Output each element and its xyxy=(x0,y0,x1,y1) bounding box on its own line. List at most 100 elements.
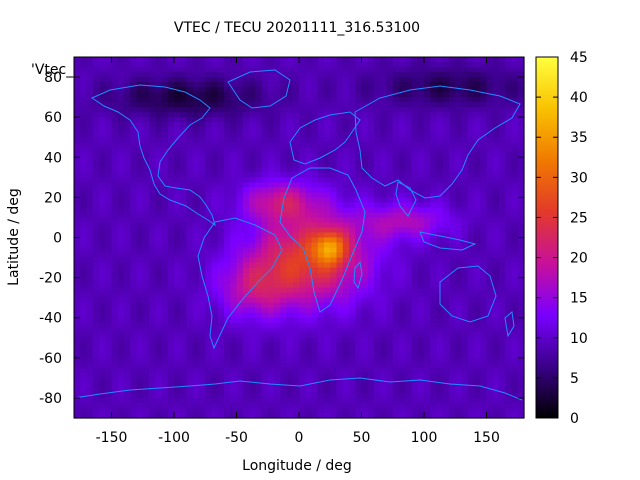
heatmap-cell xyxy=(455,252,463,259)
heatmap-cell xyxy=(274,367,281,374)
heatmap-cell xyxy=(142,87,150,93)
heatmap-cell xyxy=(130,297,138,304)
heatmap-cell xyxy=(236,322,244,329)
heatmap-cell xyxy=(80,312,88,319)
heatmap-cell xyxy=(324,312,331,319)
heatmap-cell xyxy=(224,297,231,304)
heatmap-cell xyxy=(474,257,481,264)
heatmap-cell xyxy=(342,257,350,264)
heatmap-cell xyxy=(199,247,206,254)
heatmap-cell xyxy=(317,352,325,359)
heatmap-cell xyxy=(461,87,469,93)
heatmap-cell xyxy=(299,332,306,339)
heatmap-cell xyxy=(492,362,500,369)
heatmap-cell xyxy=(399,187,406,193)
heatmap-cell xyxy=(155,117,163,123)
heatmap-cell xyxy=(130,307,138,314)
heatmap-cell xyxy=(430,262,438,269)
heatmap-cell xyxy=(355,82,363,88)
heatmap-cell xyxy=(217,262,225,269)
heatmap-cell xyxy=(99,82,106,88)
heatmap-cell xyxy=(355,397,363,404)
heatmap-cell xyxy=(224,337,231,344)
heatmap-cell xyxy=(292,322,300,329)
heatmap-cell xyxy=(74,62,81,68)
heatmap-cell xyxy=(299,202,306,209)
heatmap-cell xyxy=(211,142,219,148)
heatmap-cell xyxy=(242,77,250,83)
heatmap-cell xyxy=(455,72,463,78)
heatmap-cell xyxy=(311,252,319,259)
heatmap-cell xyxy=(286,57,294,63)
heatmap-cell xyxy=(361,377,369,384)
heatmap-cell xyxy=(442,347,450,354)
heatmap-cell xyxy=(274,327,281,334)
heatmap-cell xyxy=(292,62,300,68)
heatmap-cell xyxy=(136,207,144,214)
heatmap-cell xyxy=(499,97,506,103)
heatmap-cell xyxy=(80,267,88,274)
heatmap-cell xyxy=(511,82,519,88)
heatmap-cell xyxy=(174,357,181,364)
heatmap-cell xyxy=(374,172,381,178)
heatmap-cell xyxy=(455,137,463,143)
heatmap-cell xyxy=(117,222,125,229)
heatmap-cell xyxy=(292,77,300,83)
heatmap-cell xyxy=(417,302,425,309)
heatmap-cell xyxy=(80,92,88,98)
heatmap-cell xyxy=(242,262,250,269)
heatmap-cell xyxy=(380,122,388,128)
heatmap-cell xyxy=(111,202,119,209)
heatmap-cell xyxy=(399,162,406,168)
heatmap-cell xyxy=(111,377,119,384)
heatmap-cell xyxy=(105,97,113,103)
heatmap-cell xyxy=(380,357,388,364)
heatmap-cell xyxy=(130,262,138,269)
heatmap-cell xyxy=(155,382,163,389)
heatmap-cell xyxy=(124,382,131,389)
heatmap-cell xyxy=(142,137,150,143)
heatmap-cell xyxy=(411,152,419,158)
heatmap-cell xyxy=(411,172,419,178)
heatmap-cell xyxy=(242,207,250,214)
heatmap-cell xyxy=(374,157,381,163)
heatmap-cell xyxy=(392,117,400,123)
heatmap-cell xyxy=(74,267,81,274)
heatmap-cell xyxy=(317,142,325,148)
heatmap-cell xyxy=(380,277,388,284)
heatmap-cell xyxy=(167,267,175,274)
heatmap-cell xyxy=(174,92,181,98)
heatmap-cell xyxy=(405,122,413,128)
heatmap-cell xyxy=(286,397,294,404)
heatmap-cell xyxy=(124,187,131,193)
heatmap-cell xyxy=(255,122,263,128)
heatmap-cell xyxy=(461,217,469,224)
heatmap-cell xyxy=(261,277,269,284)
heatmap-cell xyxy=(361,242,369,249)
heatmap-cell xyxy=(117,287,125,294)
heatmap-cell xyxy=(305,237,313,244)
heatmap-cell xyxy=(255,242,263,249)
heatmap-cell xyxy=(330,137,338,143)
heatmap-cell xyxy=(374,57,381,63)
heatmap-cell xyxy=(474,152,481,158)
heatmap-cell xyxy=(424,257,431,264)
heatmap-cell xyxy=(80,327,88,334)
heatmap-cell xyxy=(417,62,425,68)
heatmap-cell xyxy=(255,252,263,259)
heatmap-cell xyxy=(380,222,388,229)
heatmap-cell xyxy=(205,97,213,103)
heatmap-cell xyxy=(136,127,144,133)
heatmap-cell xyxy=(455,387,463,394)
heatmap-cell xyxy=(174,402,181,409)
heatmap-cell xyxy=(430,252,438,259)
heatmap-cell xyxy=(317,192,325,198)
heatmap-cell xyxy=(442,297,450,304)
heatmap-cell xyxy=(136,227,144,234)
heatmap-cell xyxy=(305,382,313,389)
heatmap-cell xyxy=(517,117,525,123)
heatmap-cell xyxy=(411,342,419,349)
heatmap-cell xyxy=(205,67,213,73)
heatmap-cell xyxy=(174,137,181,143)
heatmap-cell xyxy=(242,272,250,279)
